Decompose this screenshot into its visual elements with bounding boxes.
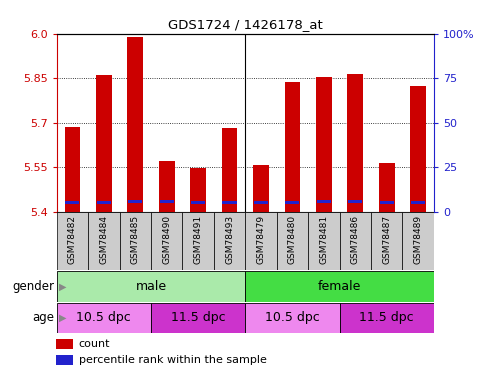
Bar	[245, 212, 277, 270]
Text: female: female	[318, 280, 361, 293]
Bar	[308, 212, 340, 270]
Bar	[222, 201, 237, 204]
Bar	[159, 161, 175, 212]
Bar	[56, 339, 73, 349]
Bar	[380, 201, 394, 204]
Text: GSM78485: GSM78485	[131, 215, 140, 264]
Text: GSM78482: GSM78482	[68, 215, 77, 264]
Title: GDS1724 / 1426178_at: GDS1724 / 1426178_at	[168, 18, 322, 31]
Bar	[402, 212, 434, 270]
Bar	[245, 303, 340, 333]
Bar	[254, 201, 268, 204]
Text: 11.5 dpc: 11.5 dpc	[171, 311, 225, 324]
Text: GSM78489: GSM78489	[414, 215, 423, 264]
Bar	[222, 128, 238, 212]
Bar	[128, 200, 142, 203]
Text: 10.5 dpc: 10.5 dpc	[76, 311, 131, 324]
Text: GSM78491: GSM78491	[194, 215, 203, 264]
Bar	[284, 82, 300, 212]
Text: percentile rank within the sample: percentile rank within the sample	[79, 355, 267, 365]
Bar	[190, 168, 206, 212]
Bar	[88, 212, 119, 270]
Bar	[160, 200, 174, 203]
Text: GSM78484: GSM78484	[99, 215, 108, 264]
Text: GSM78486: GSM78486	[351, 215, 360, 264]
Text: gender: gender	[12, 280, 54, 293]
Bar	[411, 201, 425, 204]
Bar	[127, 37, 143, 212]
Bar	[245, 271, 434, 302]
Text: GSM78487: GSM78487	[382, 215, 391, 264]
Text: GSM78493: GSM78493	[225, 215, 234, 264]
Bar	[371, 212, 402, 270]
Bar	[340, 212, 371, 270]
Bar	[66, 201, 79, 204]
Text: GSM78479: GSM78479	[256, 215, 266, 264]
Bar	[57, 271, 245, 302]
Bar	[151, 303, 245, 333]
Bar	[277, 212, 308, 270]
Bar	[151, 212, 182, 270]
Bar	[214, 212, 246, 270]
Bar	[340, 303, 434, 333]
Bar	[379, 163, 394, 212]
Bar	[119, 212, 151, 270]
Bar	[191, 201, 205, 204]
Bar	[253, 165, 269, 212]
Text: GSM78490: GSM78490	[162, 215, 171, 264]
Text: ▶: ▶	[59, 313, 67, 322]
Bar	[285, 201, 299, 204]
Text: age: age	[32, 311, 54, 324]
Text: GSM78481: GSM78481	[319, 215, 328, 264]
Bar	[182, 212, 214, 270]
Bar	[317, 200, 331, 203]
Bar	[97, 201, 111, 204]
Text: male: male	[136, 280, 167, 293]
Bar	[65, 127, 80, 212]
Bar	[57, 303, 151, 333]
Bar	[96, 75, 112, 212]
Text: GSM78480: GSM78480	[288, 215, 297, 264]
Bar	[348, 200, 362, 203]
Bar	[316, 77, 332, 212]
Bar	[348, 74, 363, 212]
Bar	[410, 86, 426, 212]
Text: ▶: ▶	[59, 282, 67, 291]
Bar	[56, 355, 73, 365]
Text: 10.5 dpc: 10.5 dpc	[265, 311, 320, 324]
Text: count: count	[79, 339, 110, 349]
Text: 11.5 dpc: 11.5 dpc	[359, 311, 414, 324]
Bar	[57, 212, 88, 270]
